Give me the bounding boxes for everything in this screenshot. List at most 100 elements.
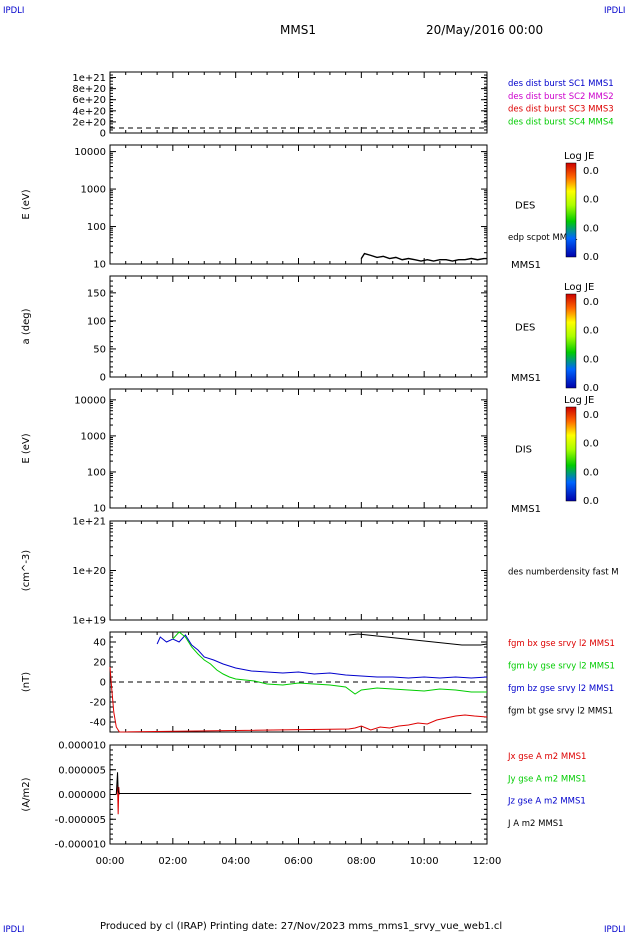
y-tick-label: 1e+19	[72, 616, 106, 627]
y-axis-label: (cm^-3)	[21, 550, 32, 591]
y-tick-label: 4e+20	[72, 106, 106, 117]
panel-frame	[109, 388, 488, 509]
y-tick-label: 150	[87, 288, 106, 299]
colorbar-title: Log JE	[564, 282, 594, 293]
panel-frame	[109, 275, 488, 378]
y-tick-label: 20	[93, 658, 106, 669]
y-tick-label: 8e+20	[72, 84, 106, 95]
colorbar-title: Log JE	[564, 151, 594, 162]
x-tick-label: 12:00	[473, 856, 502, 867]
series-label: des dist burst SC2 MMS2	[508, 92, 614, 102]
overlay-label: edp scpot MMS1	[508, 233, 578, 243]
series-label: fgm bt gse srvy l2 MMS1	[508, 707, 613, 717]
colorbar-tick-label: 0.0	[583, 383, 599, 394]
series-line	[115, 772, 472, 795]
series-label: fgm by gse srvy l2 MMS1	[508, 662, 615, 672]
colorbar	[565, 406, 577, 502]
y-axis-label: (A/m2)	[21, 777, 32, 811]
y-tick-label: 100	[87, 222, 106, 233]
side-label: DIS	[515, 445, 532, 456]
panel-des-density: 1e+19 1e+20 1e+21 (cm^-3) des numberdensity …	[21, 517, 619, 627]
series-label: Jx gse A m2 MMS1	[507, 752, 586, 762]
panel-frame	[109, 144, 488, 265]
y-tick-label: 1000	[81, 431, 106, 442]
series-line	[172, 631, 487, 695]
colorbar	[565, 293, 577, 389]
y-tick-label: 0.000005	[58, 765, 106, 776]
bottom-label: MMS1	[511, 373, 541, 384]
colorbar-tick-label: 0.0	[583, 297, 599, 308]
panel-current-density: -0.000010 -0.000005 0.000000 0.000005 0.0000…	[21, 741, 586, 868]
y-tick-label: 1e+21	[72, 73, 106, 84]
y-axis-label: a (deg)	[21, 308, 32, 344]
series-label: fgm bz gse srvy l2 MMS1	[508, 684, 614, 694]
y-tick-label: 0.000010	[58, 741, 106, 752]
y-tick-label: 10	[93, 504, 106, 515]
panel-fgm: -40 -20 0 20 40 (nT) fgm bx gse srvy l2 MMS1 fg…	[21, 631, 615, 733]
series-label: des numberdensity fast M	[508, 568, 619, 578]
series-label: fgm bx gse srvy l2 MMS1	[508, 639, 615, 649]
y-tick-label: 0.000000	[58, 790, 106, 801]
series-label: Jy gse A m2 MMS1	[507, 774, 586, 784]
y-tick-label: 6e+20	[72, 95, 106, 106]
corner-label-top-right: IPDLI	[604, 6, 625, 16]
series-label: des dist burst SC3 MMS3	[508, 105, 614, 115]
panel-des-pitch: 0 50 100 150 a (deg) DES MMS1 Log JE 0.0 0.0 0.0 0.…	[21, 275, 599, 394]
panel-dis-energy: 10 100 1000 10000 E (eV) DIS MMS1 Log JE 0.0 0.0 0…	[21, 388, 599, 515]
colorbar-tick-label: 0.0	[583, 195, 599, 206]
x-tick-label: 06:00	[284, 856, 313, 867]
colorbar-tick-label: 0.0	[583, 326, 599, 337]
y-tick-label: 0	[100, 129, 106, 140]
y-tick-label: 2e+20	[72, 117, 106, 128]
y-tick-label: 0	[100, 373, 106, 384]
side-label: DES	[515, 201, 535, 212]
panel-des-energy: 10 100 1000 10000 E (eV) DES MMS1 edp scpot MMS…	[21, 144, 599, 271]
colorbar-tick-label: 0.0	[583, 166, 599, 177]
series-line	[109, 666, 488, 733]
plot-date: 20/May/2016 00:00	[426, 23, 543, 37]
series-label: des dist burst SC4 MMS4	[508, 117, 614, 127]
y-tick-label: -0.000005	[55, 815, 106, 826]
y-tick-label: 1e+21	[72, 517, 106, 528]
colorbar-tick-label: 0.0	[583, 252, 599, 263]
corner-label-bottom-right: IPDLI	[604, 925, 625, 934]
series-label: des dist burst SC1 MMS1	[508, 79, 614, 89]
colorbar-tick-label: 0.0	[583, 354, 599, 365]
corner-label-top-left: IPDLI	[3, 6, 24, 16]
colorbar-tick-label: 0.0	[583, 410, 599, 421]
y-tick-label: 1e+20	[72, 566, 106, 577]
series-line	[156, 634, 488, 679]
panel-frame	[109, 71, 488, 134]
corner-label-bottom-left: IPDLI	[3, 925, 24, 934]
colorbar-tick-label: 0.0	[583, 223, 599, 234]
y-tick-label: 10000	[74, 147, 106, 158]
panel-frame	[109, 520, 488, 621]
x-tick-label: 00:00	[96, 856, 125, 867]
bottom-label: MMS1	[511, 260, 541, 271]
y-tick-label: 0	[100, 678, 106, 689]
x-tick-label: 08:00	[347, 856, 376, 867]
y-tick-label: 100	[87, 316, 106, 327]
y-tick-label: -40	[90, 718, 106, 729]
side-label: DES	[515, 323, 535, 334]
bottom-label: MMS1	[511, 504, 541, 515]
series-line	[348, 633, 488, 646]
x-tick-label: 04:00	[221, 856, 250, 867]
y-tick-label: 50	[93, 344, 106, 355]
x-tick-label: 02:00	[158, 856, 187, 867]
series-label: J A m2 MMS1	[507, 819, 564, 829]
panel-frame	[109, 744, 488, 845]
overlay-line	[360, 252, 487, 262]
plot-title: MMS1	[280, 23, 316, 37]
colorbar-title: Log JE	[564, 395, 594, 406]
y-tick-label: 1000	[81, 185, 106, 196]
y-tick-label: 40	[93, 638, 106, 649]
y-axis-label: E (eV)	[21, 433, 32, 463]
y-axis-label: (nT)	[21, 672, 32, 692]
colorbar-tick-label: 0.0	[583, 496, 599, 507]
y-tick-label: 10000	[74, 395, 106, 406]
footer-text: Produced by cl (IRAP) Printing date: 27/…	[100, 921, 502, 932]
